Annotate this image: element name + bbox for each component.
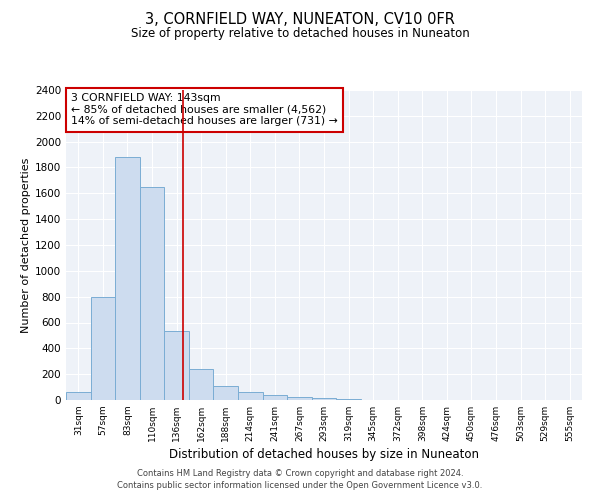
Text: Size of property relative to detached houses in Nuneaton: Size of property relative to detached ho… — [131, 28, 469, 40]
Bar — [91, 296, 115, 400]
Bar — [312, 398, 336, 400]
Bar — [66, 392, 91, 400]
Bar — [189, 369, 214, 400]
Bar — [140, 187, 164, 400]
Bar — [115, 157, 140, 400]
Text: Contains HM Land Registry data © Crown copyright and database right 2024.
Contai: Contains HM Land Registry data © Crown c… — [118, 468, 482, 490]
Text: 3 CORNFIELD WAY: 143sqm
← 85% of detached houses are smaller (4,562)
14% of semi: 3 CORNFIELD WAY: 143sqm ← 85% of detache… — [71, 93, 338, 126]
Bar — [263, 396, 287, 400]
Bar — [214, 386, 238, 400]
Bar — [287, 397, 312, 400]
Bar — [336, 398, 361, 400]
Text: 3, CORNFIELD WAY, NUNEATON, CV10 0FR: 3, CORNFIELD WAY, NUNEATON, CV10 0FR — [145, 12, 455, 28]
Bar — [238, 392, 263, 400]
X-axis label: Distribution of detached houses by size in Nuneaton: Distribution of detached houses by size … — [169, 448, 479, 461]
Y-axis label: Number of detached properties: Number of detached properties — [21, 158, 31, 332]
Bar — [164, 331, 189, 400]
